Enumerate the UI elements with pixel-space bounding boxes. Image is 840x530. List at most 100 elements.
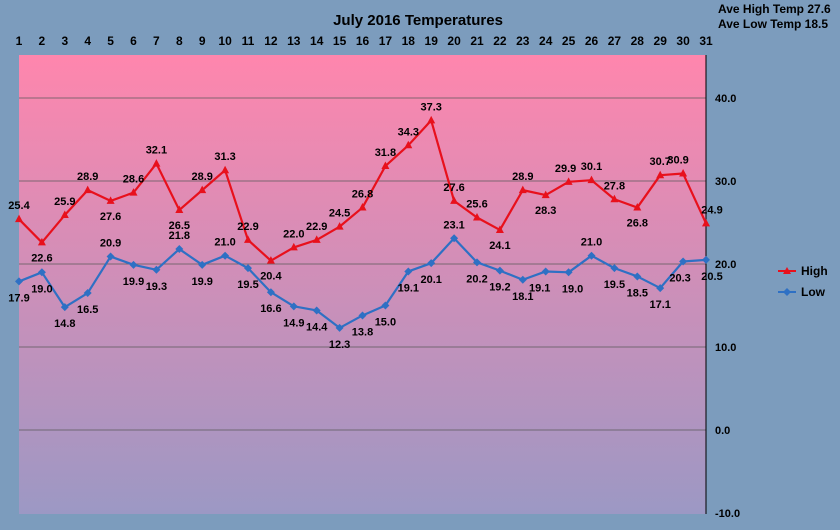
axes: -10.00.010.020.030.040.01 2 3 4 5 6 7 8 9 10 11 12 1… [16,34,740,520]
high-point [495,225,504,233]
high-data-label: 37.3 [420,101,441,113]
low-point [37,268,46,277]
high-data-label: 26.8 [352,189,373,201]
high-data-label: 28.9 [512,171,533,183]
low-point [129,260,138,269]
legend-low-label: Low [801,285,826,299]
ave-low-stat: Ave Low Temp 18.5 [718,17,828,31]
low-point [427,259,436,268]
high-data-label: 22.0 [283,228,304,240]
high-data-label: 30.9 [667,155,688,167]
high-data-label: 29.9 [555,163,576,175]
high-point [335,222,344,230]
low-data-label: 19.2 [489,282,510,294]
x-tick-label: 2 [39,34,46,48]
low-point [83,289,92,298]
high-data-label: 25.9 [54,196,75,208]
low-data-label: 15.0 [375,317,396,329]
x-tick-label: 14 [310,34,324,48]
low-data-label: 18.1 [512,291,533,303]
x-tick-label: 19 [425,34,439,48]
y-tick-label: 0.0 [715,425,730,437]
low-data-label: 19.1 [398,282,419,294]
y-tick-label: 40.0 [715,93,736,105]
high-point [175,205,184,214]
low-data-label: 19.9 [123,276,144,288]
y-tick-label: 30.0 [715,176,736,188]
chart-title: July 2016 Temperatures [333,12,503,29]
x-tick-label: 15 [333,34,347,48]
legend: High Low [778,264,828,299]
low-data-label: 17.9 [8,292,29,304]
low-data-label: 14.4 [306,321,328,333]
low-data-label: 19.3 [146,281,167,293]
x-tick-label: 23 [516,34,530,48]
high-point [83,185,92,194]
high-point [404,140,413,149]
y-tick-label: 20.0 [715,259,736,271]
high-data-label: 24.9 [701,204,722,216]
high-point [587,175,596,184]
high-data-label: 26.8 [627,218,648,230]
low-point [518,275,527,284]
low-data-label: 23.1 [443,219,464,231]
x-tick-label: 25 [562,34,576,48]
high-point [679,169,688,177]
low-point [15,277,23,286]
legend-low-marker [783,288,791,296]
high-data-label: 28.6 [123,174,144,186]
high-point [289,242,298,251]
x-tick-label: 13 [287,34,301,48]
x-tick-label: 17 [379,34,393,48]
high-point [450,196,459,204]
low-point [198,260,207,269]
y-tick-label: 10.0 [715,342,736,354]
high-point [37,237,46,246]
high-data-label: 22.9 [237,221,258,233]
x-tick-label: 1 [16,34,23,48]
y-tick-label: -10.0 [715,508,740,520]
low-point [541,267,550,276]
high-point [381,161,390,170]
x-tick-label: 29 [654,34,668,48]
low-data-label: 16.6 [260,303,281,315]
low-point [587,251,596,260]
low-point [312,306,321,315]
x-tick-label: 10 [218,34,232,48]
x-tick-label: 11 [242,34,255,48]
x-tick-label: 4 [84,34,91,48]
high-point [564,177,573,185]
legend-item-low: Low [778,285,826,299]
low-data-label: 12.3 [329,339,350,351]
high-point [610,194,619,203]
low-point [564,268,573,277]
high-point [473,213,481,221]
low-data-label: 20.9 [100,238,121,250]
high-data-label: 27.6 [100,211,121,223]
legend-high-label: High [801,264,828,278]
low-data-label: 19.0 [31,283,52,295]
low-point [221,251,230,260]
x-tick-label: 30 [676,34,690,48]
low-point [381,301,390,310]
low-data-label: 20.1 [420,274,441,286]
x-tick-label: 18 [402,34,416,48]
high-data-label: 22.6 [31,252,52,264]
low-point [450,234,459,243]
low-data-label: 17.1 [649,299,670,311]
high-point [106,196,115,204]
high-data-label: 27.8 [604,180,625,192]
low-point [106,252,115,261]
high-data-label: 31.3 [214,151,235,163]
series [15,115,710,332]
low-point [244,264,252,273]
high-data-label: 30.1 [581,161,602,173]
low-point [495,266,504,275]
low-point [610,264,619,273]
low-point [702,255,710,264]
high-data-label: 28.9 [191,171,212,183]
x-tick-label: 21 [470,34,484,48]
high-point [702,218,710,227]
high-point [633,203,642,211]
